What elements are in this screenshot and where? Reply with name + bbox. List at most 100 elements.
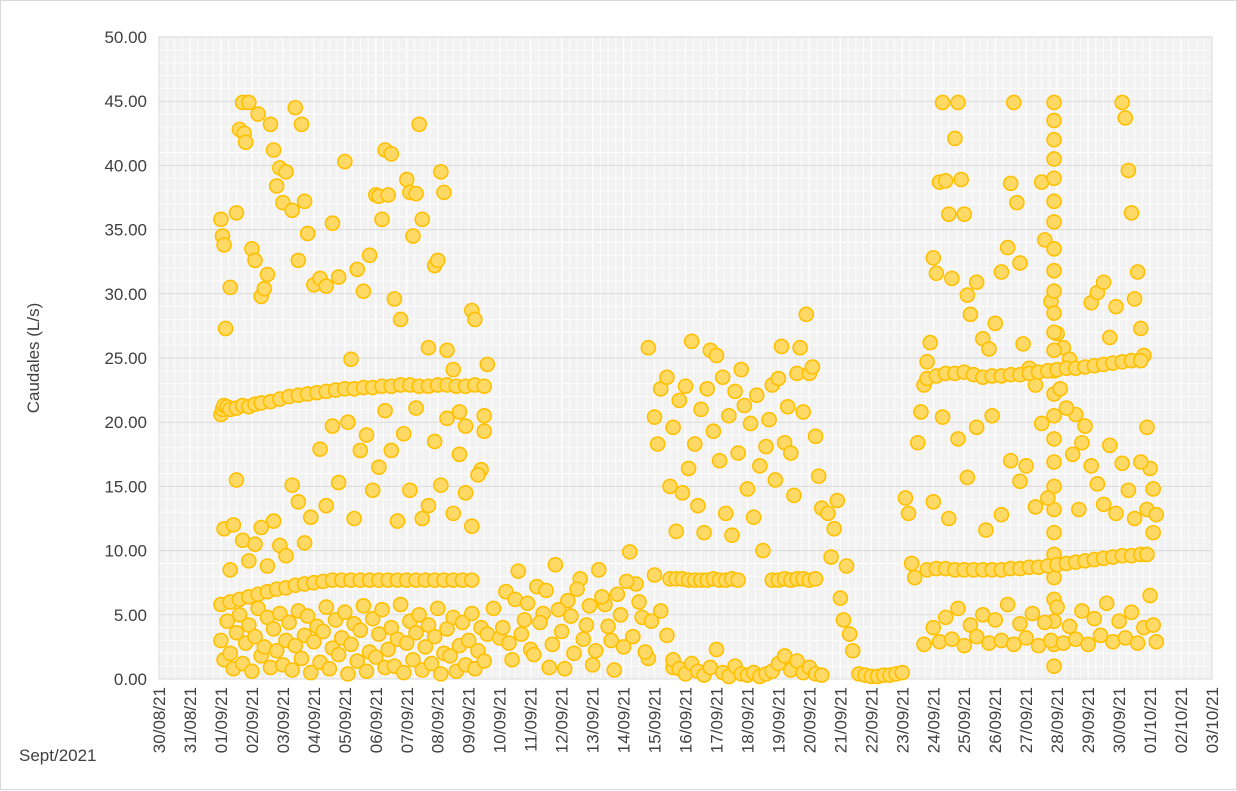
data-point [566, 645, 582, 662]
data-point [792, 339, 808, 356]
data-point [993, 506, 1010, 523]
data-point [956, 206, 973, 222]
data-point [408, 185, 424, 202]
data-point [1139, 546, 1155, 563]
data-point [640, 339, 657, 356]
data-point [804, 359, 821, 375]
data-point [937, 173, 954, 189]
x-tick-label: 10/09/21 [491, 687, 510, 753]
data-point [1046, 151, 1062, 167]
data-point [1005, 636, 1022, 653]
data-point [247, 252, 263, 269]
data-point [1046, 407, 1062, 424]
data-point [1092, 627, 1109, 644]
data-point [1046, 262, 1062, 279]
x-tick-label: 21/09/21 [831, 687, 850, 753]
data-point [1049, 599, 1065, 615]
data-point [795, 404, 811, 420]
x-tick-label: 09/09/21 [460, 687, 479, 753]
data-point [346, 510, 362, 527]
data-point [302, 509, 319, 526]
data-point [538, 582, 554, 599]
data-point [250, 600, 266, 617]
data-point [736, 397, 753, 414]
data-point [739, 481, 756, 497]
data-point [222, 279, 239, 296]
x-tick-label: 30/09/21 [1110, 687, 1129, 753]
data-point [968, 419, 985, 436]
data-point [1046, 170, 1062, 187]
data-point [916, 636, 932, 653]
data-point [906, 569, 923, 586]
data-point [330, 474, 347, 491]
data-point [987, 612, 1004, 628]
data-point [367, 649, 384, 665]
data-point [414, 510, 431, 527]
data-point [686, 436, 703, 452]
data-point [337, 604, 353, 621]
data-point [1046, 342, 1062, 359]
data-point [934, 94, 951, 111]
data-point [643, 613, 660, 630]
data-point [659, 369, 675, 386]
data-point [287, 637, 304, 654]
data-point [318, 278, 335, 294]
data-point [398, 635, 415, 651]
x-tick-label: 27/09/21 [1017, 687, 1036, 753]
data-point [241, 553, 257, 569]
data-point [436, 184, 452, 201]
data-point [290, 494, 307, 510]
x-tick-label: 30/08/21 [150, 687, 169, 753]
data-point [978, 522, 994, 538]
data-point [250, 106, 266, 122]
data-point [364, 610, 381, 627]
x-tick-label: 19/09/21 [769, 687, 788, 753]
data-point [247, 628, 263, 645]
x-tick-label: 20/09/21 [800, 687, 819, 753]
data-point [1027, 499, 1044, 515]
data-point [646, 567, 663, 583]
data-point [340, 666, 356, 682]
data-point [693, 401, 709, 418]
data-point [1046, 305, 1062, 321]
data-point [1064, 446, 1081, 463]
data-point [293, 116, 310, 133]
data-point [721, 407, 737, 424]
y-tick-label: 35.00 [104, 221, 147, 240]
data-point [433, 477, 449, 493]
data-point [259, 266, 276, 283]
data-point [838, 558, 855, 574]
y-axis-title: Caudales (L/s) [24, 303, 43, 414]
data-point [1101, 329, 1118, 346]
data-point [433, 666, 449, 682]
data-point [587, 642, 604, 659]
data-point [944, 270, 960, 287]
data-point [813, 667, 830, 683]
data-point [900, 505, 917, 522]
x-tick-label: 23/09/21 [893, 687, 912, 753]
data-point [330, 269, 347, 285]
data-point [1058, 400, 1075, 416]
data-point [1046, 214, 1062, 230]
data-point [302, 664, 319, 681]
data-point [1132, 352, 1149, 369]
data-point [615, 639, 632, 655]
data-point [696, 524, 712, 541]
data-point [959, 469, 976, 486]
data-point [501, 635, 517, 651]
data-point [510, 563, 527, 579]
data-point [767, 472, 784, 488]
data-point [1108, 298, 1124, 315]
data-point [931, 633, 948, 650]
data-point [330, 646, 347, 663]
data-point [228, 205, 245, 221]
data-point [807, 428, 824, 445]
data-point [457, 485, 474, 501]
data-point [247, 536, 263, 552]
data-point [680, 460, 697, 477]
data-point [414, 211, 431, 228]
x-tick-labels: 30/08/21 31/08/21 01/09/21 02/09/21 03/09/21… [150, 687, 1222, 753]
data-point [711, 452, 728, 469]
data-point [1148, 633, 1165, 650]
data-point [637, 644, 654, 660]
